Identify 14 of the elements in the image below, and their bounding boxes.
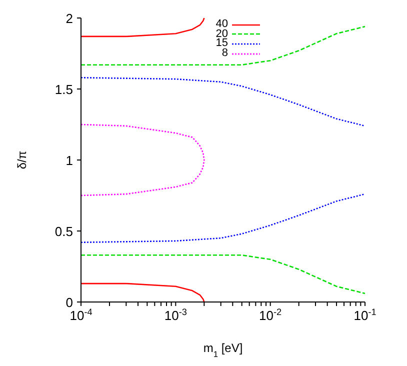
x-tick-label: 10$^{-2}$ bbox=[259, 307, 282, 323]
y-tick-label: 0 bbox=[66, 295, 73, 310]
legend-label: 40 bbox=[214, 18, 228, 30]
y-axis-title: δ/π bbox=[15, 150, 29, 170]
x-tick-label: 10$^{-3}$ bbox=[164, 307, 187, 323]
x-tick-label: 10$^{-1}$ bbox=[354, 307, 376, 323]
x-axis-title: m$_{1}$ [eV] bbox=[203, 341, 243, 359]
y-tick-label: 1 bbox=[66, 153, 73, 168]
y-tick-label: 0.5 bbox=[54, 224, 73, 239]
legend-label: 15 bbox=[214, 37, 228, 50]
x-tick-label: 10$^{-4}$ bbox=[70, 307, 92, 323]
legend-label: 8 bbox=[220, 46, 228, 59]
y-tick-label: 2 bbox=[66, 11, 73, 26]
y-tick-label: 1.5 bbox=[54, 82, 73, 97]
